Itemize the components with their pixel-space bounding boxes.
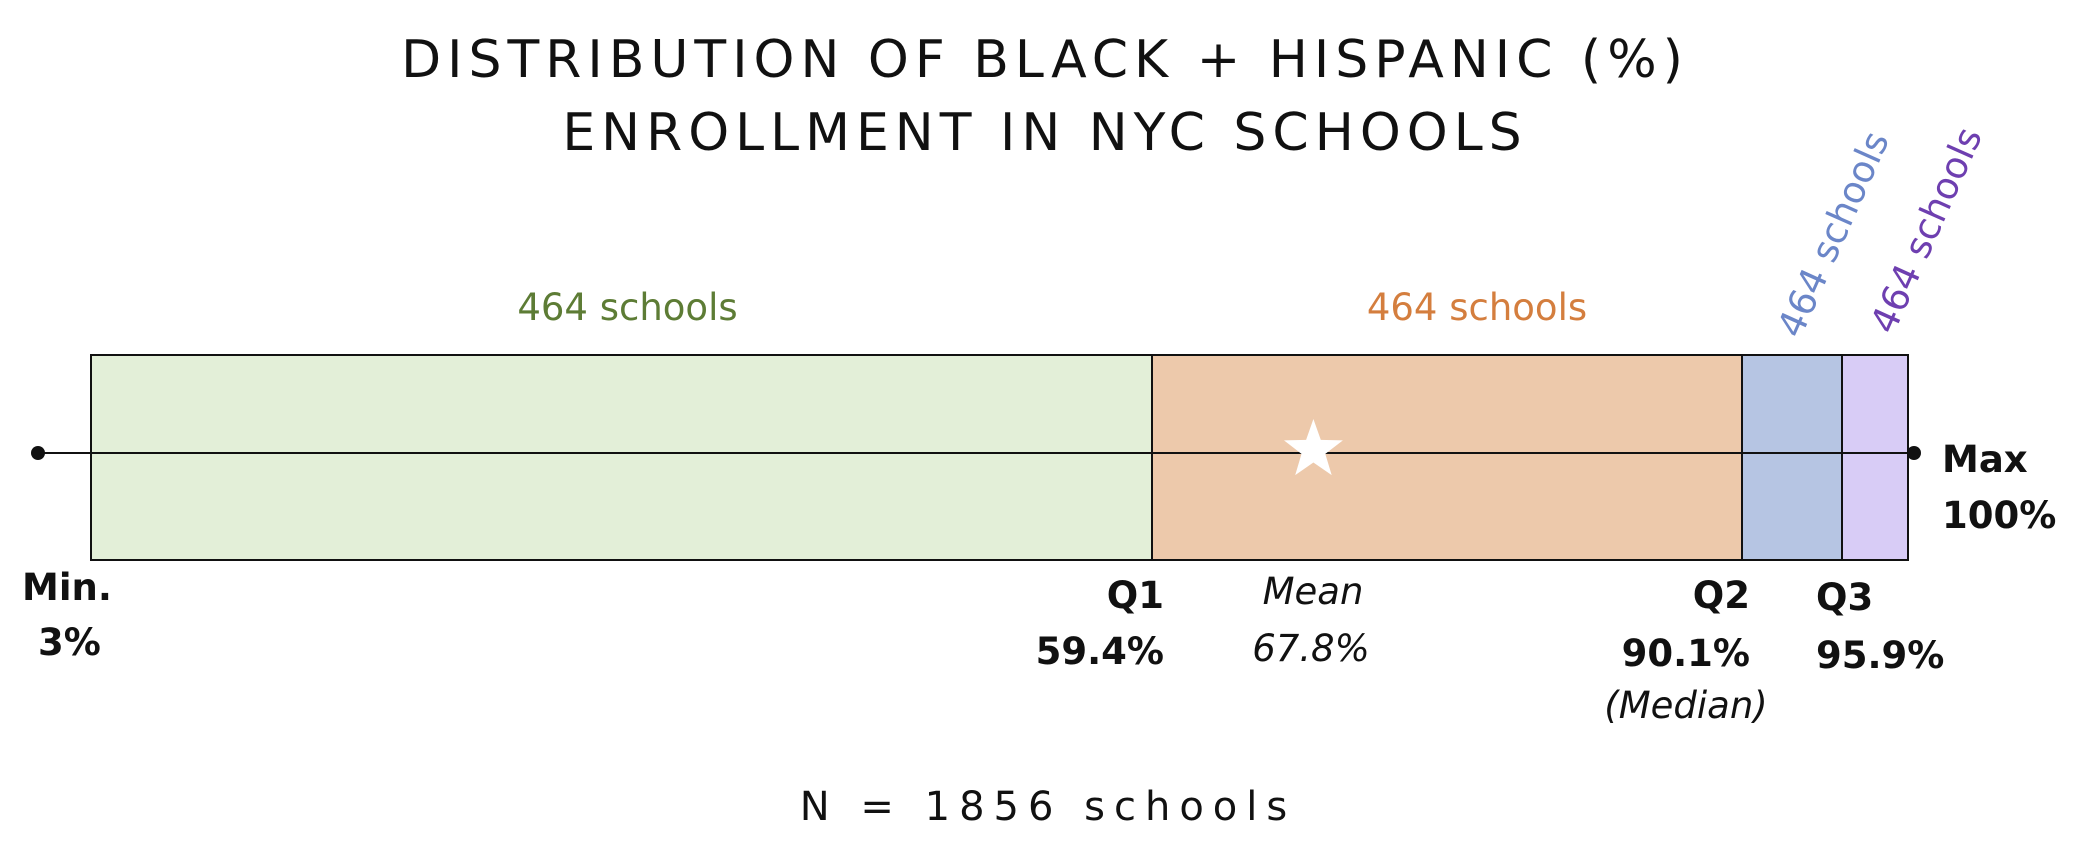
band-count-label: 464 schools (517, 286, 737, 329)
mean-label: Mean (1263, 570, 1364, 613)
q1-value: 59.4% (1036, 630, 1164, 673)
chart-title-line-2: ENROLLMENT IN NYC SCHOOLS (562, 103, 1527, 163)
median-note: (Median) (1604, 684, 1767, 727)
max-point (1907, 446, 1921, 460)
q2-value: 90.1% (1622, 632, 1750, 675)
quartile-band-3 (1741, 354, 1843, 561)
q2-label: Q2 (1693, 574, 1750, 617)
q1-label: Q1 (1107, 574, 1164, 617)
chart-title-line-1: DISTRIBUTION OF BLACK + HISPANIC (%) (401, 30, 1689, 90)
band-count-label: 464 schools (1367, 286, 1587, 329)
quartile-bands (90, 354, 1909, 561)
min-value: 3% (38, 621, 101, 664)
max-value: 100% (1942, 494, 2056, 537)
sample-size-note: N = 1856 schools (800, 784, 1296, 830)
q3-label: Q3 (1816, 576, 1873, 619)
star-icon (1284, 419, 1343, 476)
mean-value: 67.8% (1252, 627, 1370, 670)
q3-value: 95.9% (1816, 634, 1944, 677)
quartile-band-4 (1841, 354, 1909, 561)
quartile-band-2 (1151, 354, 1743, 561)
max-label: Max (1942, 438, 2028, 481)
min-label: Min. (22, 566, 112, 609)
quartile-band-1 (90, 354, 1153, 561)
min-point (31, 446, 45, 460)
